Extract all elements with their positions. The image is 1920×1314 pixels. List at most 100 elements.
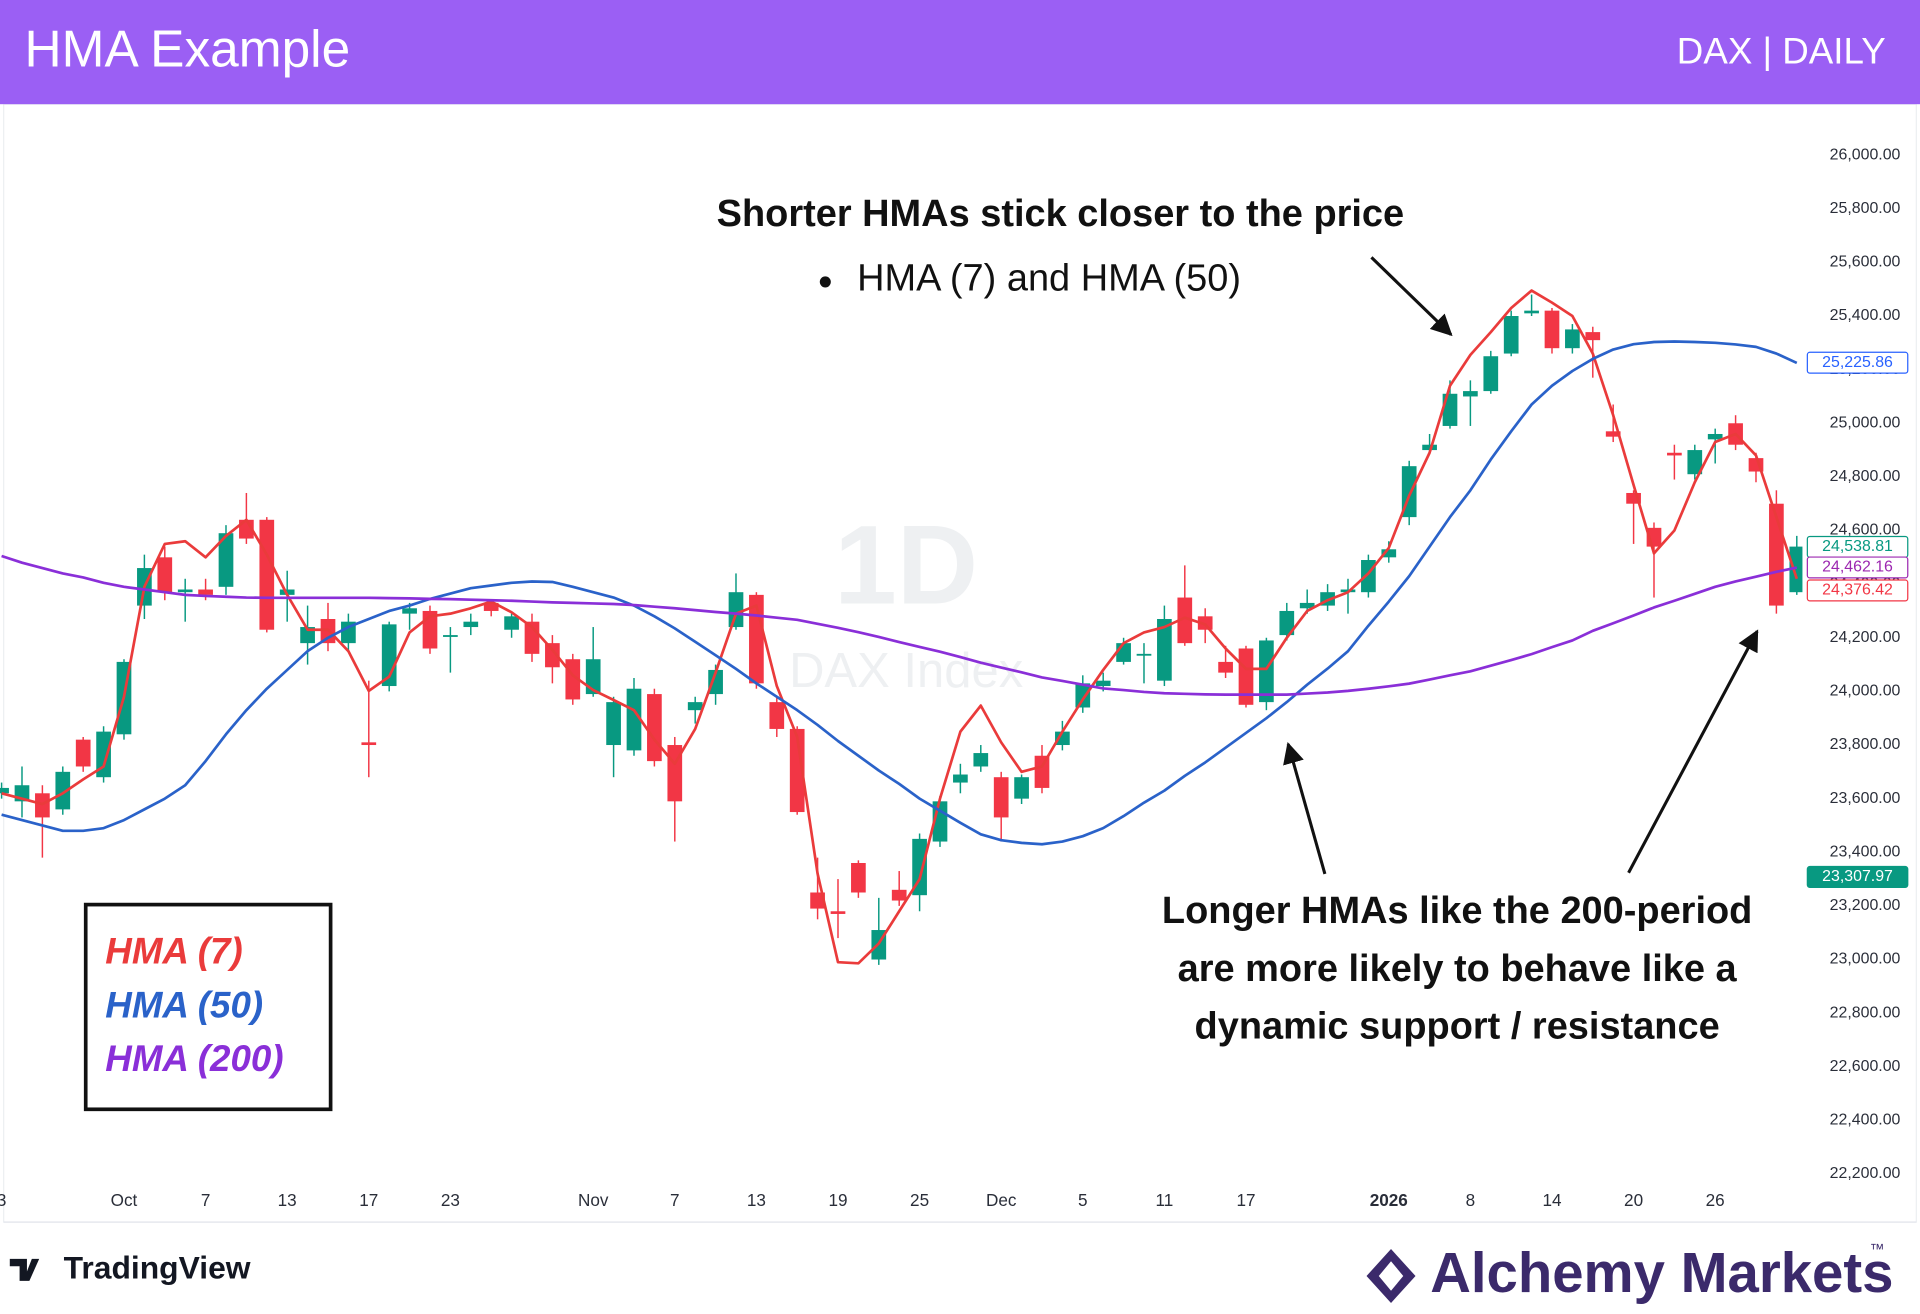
candle-body bbox=[973, 753, 989, 767]
candle-body bbox=[1667, 452, 1682, 456]
y-tick-label: 23,400.00 bbox=[1830, 843, 1901, 860]
footer-right: Alchemy Markets bbox=[1430, 1241, 1893, 1304]
candle-body bbox=[1136, 653, 1152, 656]
candle-body bbox=[1157, 619, 1172, 681]
x-tick-label: 7 bbox=[670, 1190, 680, 1210]
candle-body bbox=[830, 911, 846, 914]
candle-body bbox=[463, 621, 479, 628]
annotation: dynamic support / resistance bbox=[1195, 1005, 1720, 1047]
candle-body bbox=[1218, 661, 1233, 673]
legend-box bbox=[83, 902, 333, 1112]
alchemy-logo: Alchemy Markets ™ bbox=[1366, 1241, 1893, 1304]
candle-body bbox=[545, 643, 560, 668]
x-tick-label: 7 bbox=[201, 1190, 211, 1210]
y-tick-label: 25,000.00 bbox=[1830, 414, 1901, 431]
hma-line bbox=[1, 340, 1798, 846]
arrow bbox=[1627, 629, 1759, 874]
candle-body bbox=[647, 694, 662, 762]
candle-body bbox=[1707, 433, 1723, 440]
y-tick-label: 24,000.00 bbox=[1830, 683, 1901, 700]
x-tick-label: 19 bbox=[828, 1190, 847, 1210]
x-tick-label: 5 bbox=[1078, 1190, 1088, 1210]
candle-body bbox=[993, 777, 1009, 818]
y-tick-label: 23,000.00 bbox=[1830, 951, 1901, 968]
candle-body bbox=[1565, 329, 1580, 349]
arrow bbox=[1370, 256, 1453, 337]
price-label-box bbox=[1806, 351, 1909, 374]
chart-subtitle: DAX | DAILY bbox=[1677, 31, 1886, 72]
y-tick-label: 22,600.00 bbox=[1830, 1058, 1901, 1075]
x-tick-label: 13 bbox=[747, 1190, 766, 1210]
y-tick-label: 25,600.00 bbox=[1830, 254, 1901, 271]
y-tick-label: 24,800.00 bbox=[1830, 468, 1901, 485]
candle-body bbox=[687, 702, 703, 711]
tradingview-logo: TradingView bbox=[9, 1249, 251, 1285]
legend-entry: HMA (200) bbox=[105, 1038, 283, 1079]
candle-body bbox=[851, 863, 866, 893]
candle-body bbox=[443, 635, 458, 637]
candle-body bbox=[55, 771, 71, 810]
candle-body bbox=[1524, 310, 1539, 314]
candle-body bbox=[912, 838, 927, 896]
candle-body bbox=[1585, 332, 1601, 341]
x-tick-label: Dec bbox=[986, 1190, 1017, 1210]
x-tick-label: 26 bbox=[1706, 1190, 1725, 1210]
x-tick-label: 20 bbox=[1624, 1190, 1643, 1210]
candle-body bbox=[1422, 444, 1437, 451]
hma-line bbox=[1, 554, 1798, 696]
candle-body bbox=[1259, 640, 1274, 703]
price-label: 24,462.16 bbox=[1822, 559, 1893, 576]
axes: 22,200.00 22,400.00 22,600.00 22,800.00 23,0… bbox=[0, 146, 1909, 1210]
candle-body bbox=[1361, 560, 1376, 593]
candle-body bbox=[198, 589, 213, 595]
y-tick-label: 22,400.00 bbox=[1830, 1112, 1901, 1129]
candle-body bbox=[810, 892, 825, 909]
candle-body bbox=[75, 739, 91, 767]
legend-entry: HMA (50) bbox=[105, 984, 263, 1025]
candle-body bbox=[1279, 610, 1295, 636]
watermark-interval: 1D bbox=[834, 501, 978, 627]
candle-body bbox=[259, 519, 275, 630]
x-tick-label: 14 bbox=[1542, 1190, 1562, 1210]
candle-body bbox=[1014, 777, 1029, 799]
bullet bbox=[819, 276, 831, 288]
x-tick-label: 17 bbox=[359, 1190, 378, 1210]
x-tick-label: 11 bbox=[1155, 1190, 1173, 1210]
y-tick-label: 26,000.00 bbox=[1830, 146, 1901, 163]
y-tick-label: 22,200.00 bbox=[1830, 1165, 1901, 1182]
x-tick-label: Oct bbox=[111, 1190, 138, 1210]
x-tick-label: 25 bbox=[910, 1190, 929, 1210]
price-label: 25,225.86 bbox=[1822, 354, 1893, 371]
candle-body bbox=[1238, 648, 1254, 705]
y-tick-label: 22,800.00 bbox=[1830, 1004, 1901, 1021]
x-tick-label: Nov bbox=[578, 1190, 609, 1210]
candle-body bbox=[585, 659, 601, 695]
legend-entry: HMA (7) bbox=[105, 930, 242, 971]
watermark-symbol: DAX Index bbox=[789, 644, 1023, 698]
candle-body bbox=[483, 602, 499, 611]
footer-left: TradingView bbox=[64, 1249, 251, 1285]
candle-body bbox=[789, 728, 805, 813]
candle-body bbox=[1075, 683, 1091, 708]
candle-body bbox=[361, 742, 377, 746]
candle-body bbox=[769, 702, 785, 729]
price-label-box bbox=[1806, 865, 1909, 888]
candle-body bbox=[1034, 755, 1050, 788]
candle-body bbox=[1095, 680, 1111, 687]
candle-body bbox=[728, 592, 744, 628]
candle-body bbox=[177, 589, 193, 593]
chart-title: HMA Example bbox=[24, 19, 350, 77]
watermark: 1D DAX Index bbox=[789, 501, 1023, 698]
candle-body bbox=[1381, 549, 1397, 558]
candle-body bbox=[341, 621, 356, 644]
candle-body bbox=[1177, 597, 1193, 644]
candle-body bbox=[0, 787, 9, 794]
candle-body bbox=[708, 669, 723, 695]
price-label: 23,307.97 bbox=[1822, 868, 1893, 885]
annotation: are more likely to behave like a bbox=[1178, 948, 1738, 990]
x-tick-label: 13 bbox=[278, 1190, 297, 1210]
candle-body bbox=[96, 731, 111, 778]
candle-body bbox=[1483, 356, 1499, 392]
